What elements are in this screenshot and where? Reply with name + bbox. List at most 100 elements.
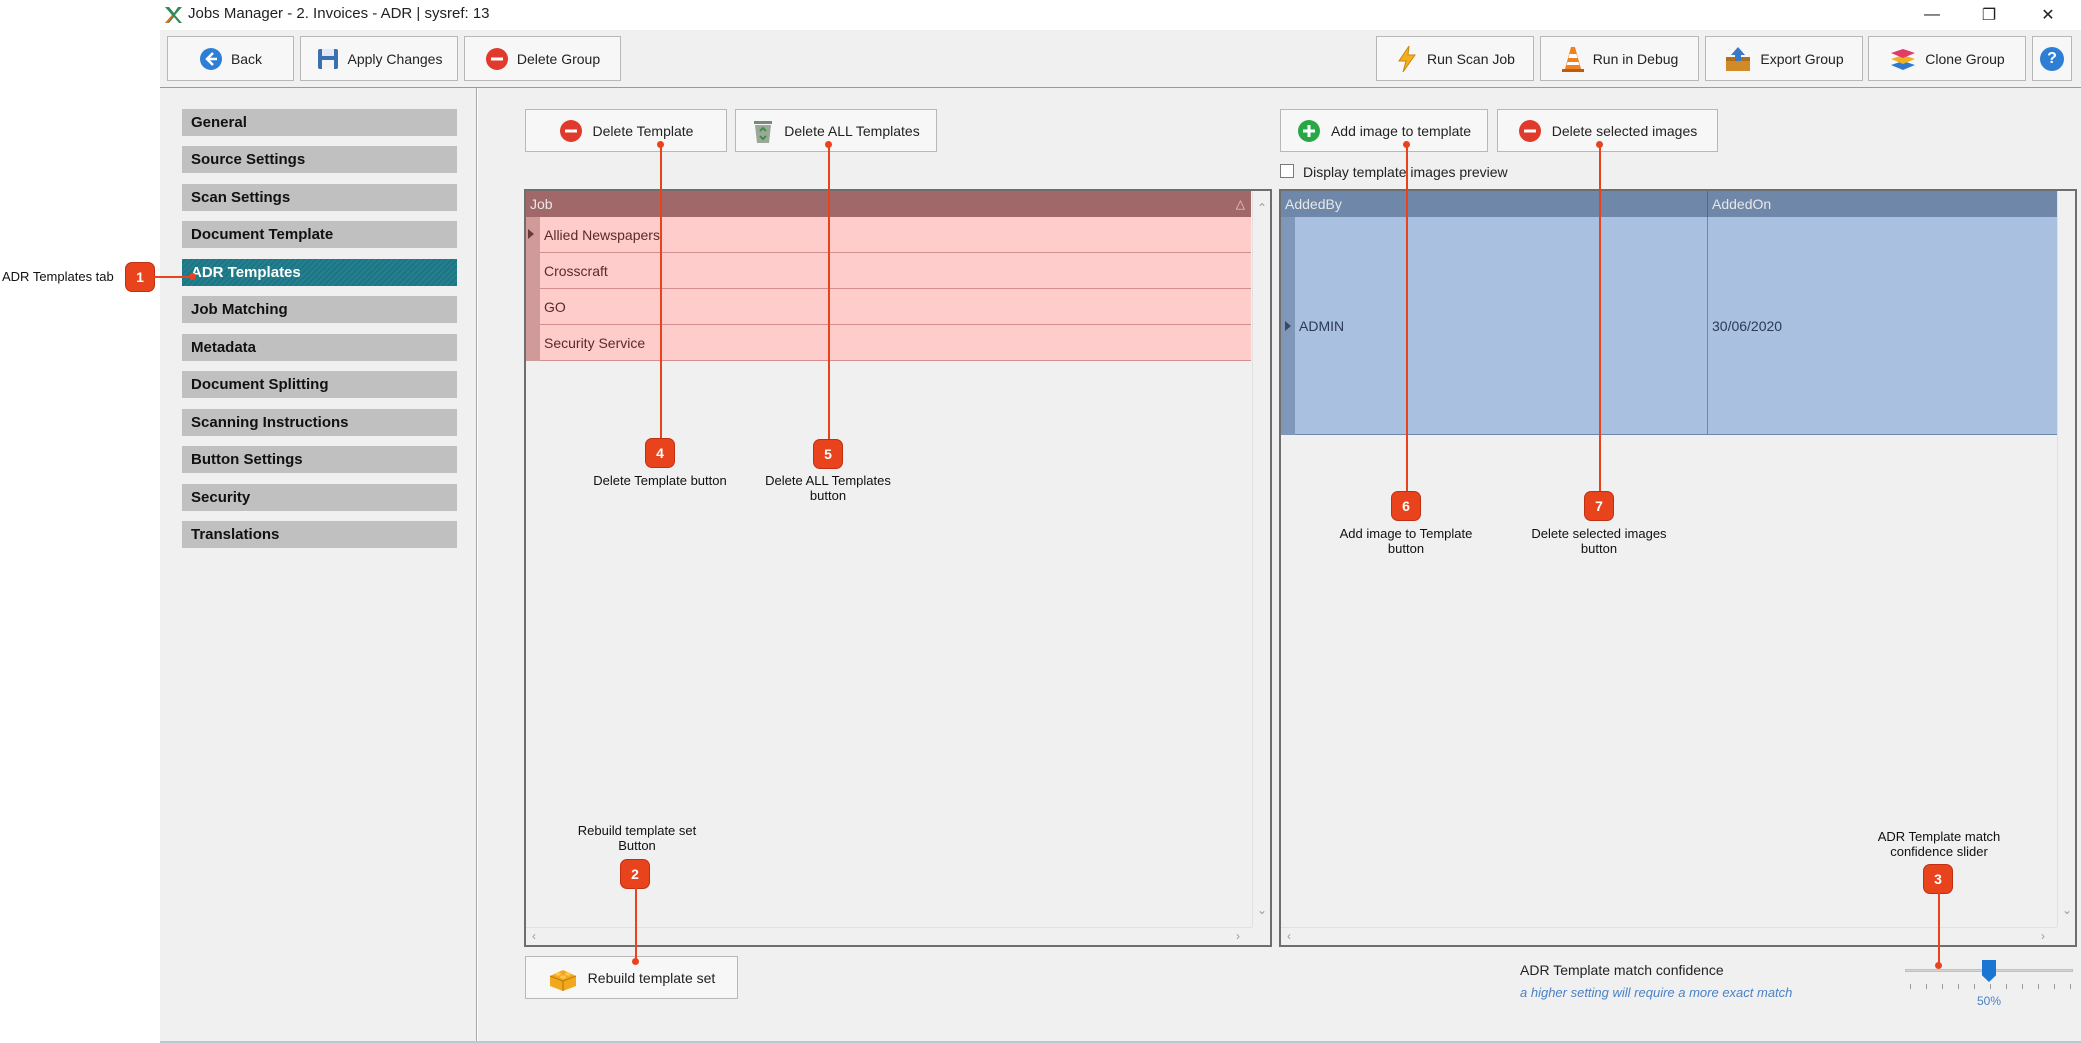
close-button[interactable]: ✕ — [2041, 7, 2055, 24]
nav-item-security[interactable]: Security — [182, 484, 457, 511]
apply-changes-button[interactable]: Apply Changes — [300, 36, 458, 81]
nav-item-document-template[interactable]: Document Template — [182, 221, 457, 248]
annotation-3-leader — [1938, 893, 1940, 965]
annotation-4-dot — [657, 141, 664, 148]
annotation-1-leader — [154, 276, 192, 278]
vertical-scrollbar[interactable]: ⌃ ⌄ — [1252, 191, 1270, 927]
nav-item-general[interactable]: General — [182, 109, 457, 136]
back-arrow-icon — [199, 47, 223, 71]
confidence-value: 50% — [1977, 994, 2002, 1008]
table-row[interactable]: Allied Newspapers — [540, 217, 1251, 253]
column-header-addedon[interactable]: AddedOn — [1707, 191, 2064, 217]
annotation-1-badge: 1 — [126, 263, 154, 291]
annotation-2-dot — [632, 958, 639, 965]
clone-group-button[interactable]: Clone Group — [1868, 36, 2026, 81]
horizontal-scrollbar[interactable]: ‹ › — [526, 927, 1252, 945]
rebuild-template-set-button[interactable]: Rebuild template set — [525, 956, 738, 999]
annotation-3-badge: 3 — [1924, 865, 1952, 893]
nav-item-metadata[interactable]: Metadata — [182, 334, 457, 361]
table-row[interactable]: Security Service — [540, 325, 1251, 361]
annotation-7-leader — [1599, 145, 1601, 498]
settings-nav: General Source Settings Scan Settings Do… — [160, 88, 477, 1043]
table-row[interactable]: Crosscraft — [540, 253, 1251, 289]
annotation-6-dot — [1403, 141, 1410, 148]
table-row[interactable]: GO — [540, 289, 1251, 325]
slider-tick — [1990, 984, 1991, 989]
sort-ascending-icon: △ — [1235, 197, 1245, 211]
slider-tick — [1910, 984, 1911, 989]
traffic-cone-icon — [1561, 45, 1585, 73]
delete-all-templates-button[interactable]: Delete ALL Templates — [735, 109, 937, 152]
annotation-1-text: ADR Templates tab — [2, 269, 114, 284]
restore-button[interactable]: ❐ — [1981, 7, 1997, 24]
delete-circle-icon — [1518, 119, 1542, 143]
back-button[interactable]: Back — [167, 36, 294, 81]
annotation-6-badge: 6 — [1392, 492, 1420, 520]
annotation-5-badge: 5 — [814, 440, 842, 468]
annotation-2-leader — [635, 888, 637, 961]
table-cell-addedon[interactable]: 30/06/2020 — [1707, 217, 2064, 435]
slider-tick — [2022, 984, 2023, 989]
table-cell-addedby[interactable]: ADMIN — [1295, 217, 1707, 435]
nav-item-source-settings[interactable]: Source Settings — [182, 146, 457, 173]
scroll-right-icon[interactable]: › — [1236, 929, 1240, 943]
annotation-6-leader — [1406, 145, 1408, 498]
annotation-4-leader — [660, 145, 662, 442]
nav-item-translations[interactable]: Translations — [182, 521, 457, 548]
annotation-3-dot — [1935, 962, 1942, 969]
confidence-slider-thumb[interactable] — [1982, 960, 1996, 982]
scroll-down-icon[interactable]: ⌄ — [2062, 903, 2073, 917]
help-button[interactable]: ? — [2032, 36, 2072, 81]
nav-item-scan-settings[interactable]: Scan Settings — [182, 184, 457, 211]
help-icon: ? — [2040, 46, 2064, 71]
column-header-job[interactable]: Job △ — [526, 191, 1251, 217]
delete-selected-images-button[interactable]: Delete selected images — [1497, 109, 1718, 152]
delete-group-button[interactable]: Delete Group — [464, 36, 621, 81]
annotation-4-badge: 4 — [646, 439, 674, 467]
add-image-to-template-button[interactable]: Add image to template — [1280, 109, 1488, 152]
horizontal-scrollbar[interactable]: ‹ › — [1281, 927, 2057, 945]
preview-checkbox[interactable] — [1280, 164, 1294, 178]
annotation-2-badge: 2 — [621, 860, 649, 888]
title-bar — [160, 0, 2081, 30]
export-box-icon — [1724, 45, 1752, 73]
column-header-addedby[interactable]: AddedBy — [1281, 191, 1707, 217]
template-images-grid[interactable]: AddedBy AddedOn ADMIN 30/06/2020 ⌄ ‹ › — [1279, 189, 2077, 947]
annotation-6-text: Add image to Template button — [1339, 526, 1473, 556]
nav-item-button-settings[interactable]: Button Settings — [182, 446, 457, 473]
scroll-left-icon[interactable]: ‹ — [1287, 929, 1291, 943]
recycle-bin-icon — [752, 118, 774, 144]
scroll-right-icon[interactable]: › — [2041, 929, 2045, 943]
annotation-5-leader — [828, 145, 830, 442]
nav-item-job-matching[interactable]: Job Matching — [182, 296, 457, 323]
slider-tick — [1942, 984, 1943, 989]
run-in-debug-button[interactable]: Run in Debug — [1540, 36, 1699, 81]
nav-item-scanning-instructions[interactable]: Scanning Instructions — [182, 409, 457, 436]
export-group-button[interactable]: Export Group — [1705, 36, 1863, 81]
annotation-7-dot — [1596, 141, 1603, 148]
app-logo-icon — [165, 7, 182, 23]
layers-icon — [1889, 45, 1917, 73]
delete-template-button[interactable]: Delete Template — [525, 109, 727, 152]
lego-brick-icon — [548, 964, 578, 992]
window-title: Jobs Manager - 2. Invoices - ADR | sysre… — [188, 5, 490, 22]
run-scan-job-button[interactable]: Run Scan Job — [1376, 36, 1534, 81]
vertical-scrollbar[interactable]: ⌄ — [2057, 191, 2075, 927]
nav-item-adr-templates[interactable]: ADR Templates — [182, 259, 457, 286]
scroll-down-icon[interactable]: ⌄ — [1257, 903, 1268, 917]
templates-grid[interactable]: Job △ Allied Newspapers Crosscraft GO Se… — [524, 189, 1272, 947]
slider-tick — [2006, 984, 2007, 989]
annotation-5-text: Delete ALL Templates button — [765, 473, 891, 503]
row-header-strip — [526, 217, 540, 361]
minimize-button[interactable]: — — [1924, 6, 1940, 23]
scroll-up-icon[interactable]: ⌃ — [1257, 201, 1268, 215]
save-icon — [316, 47, 340, 71]
scroll-left-icon[interactable]: ‹ — [532, 929, 536, 943]
annotation-1-dot — [189, 273, 196, 280]
annotation-3-text: ADR Template match confidence slider — [1877, 829, 2001, 859]
toolbar: Back Apply Changes Delete Group Run Scan… — [160, 30, 2081, 88]
slider-tick — [1926, 984, 1927, 989]
annotation-2-text: Rebuild template set Button — [577, 823, 697, 853]
nav-item-document-splitting[interactable]: Document Splitting — [182, 371, 457, 398]
slider-tick — [2054, 984, 2055, 989]
